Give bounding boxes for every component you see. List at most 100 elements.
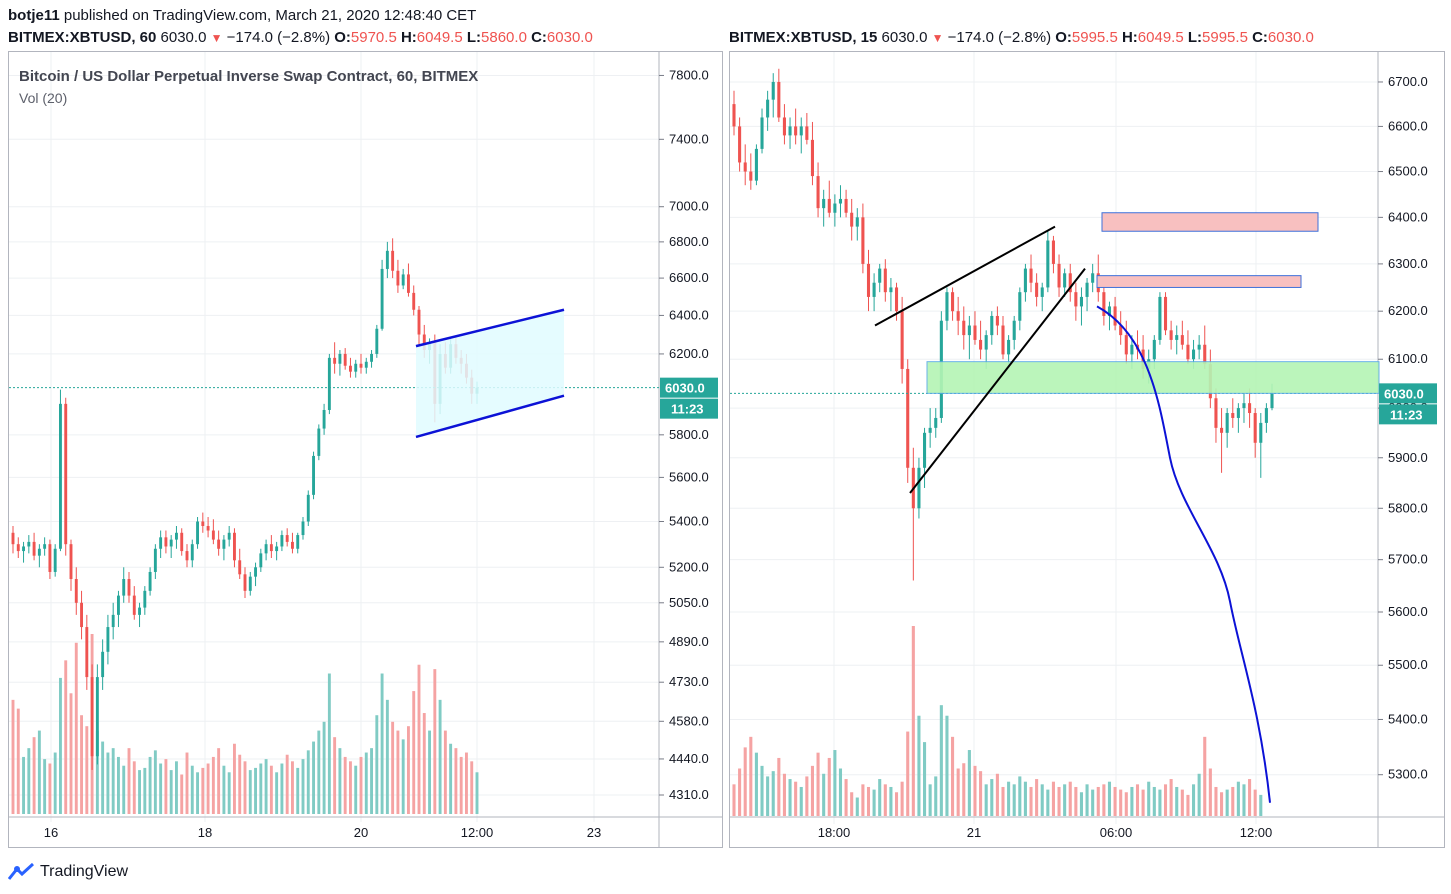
volume-bar: [380, 673, 384, 814]
channel-lower-line: [415, 394, 565, 439]
volume-bar: [59, 677, 62, 814]
candle-body: [973, 325, 977, 340]
candle-body: [117, 595, 120, 615]
price-tick-label: 6100.0: [1388, 351, 1428, 366]
price-tick-label: 7000.0: [669, 199, 709, 214]
candle-body: [422, 334, 426, 351]
volume-bar: [1113, 786, 1117, 816]
volume-bar: [196, 772, 199, 814]
volume-bar: [132, 761, 136, 814]
published-text: published on TradingView.com, March 21, …: [63, 7, 477, 24]
tradingview-brand: TradingView: [40, 863, 129, 880]
candle-body: [217, 539, 221, 549]
volume-bar: [443, 730, 447, 814]
price-tick-label: 6600.0: [669, 270, 709, 285]
volume-bar: [122, 765, 126, 814]
candle-body: [1113, 306, 1117, 326]
volume-bar: [928, 784, 932, 816]
chart-svg-15[interactable]: 6700.0 6600.0 6500.0 6400.0 6300.0 6200.0 6100…: [730, 52, 1444, 847]
candle-body: [122, 579, 126, 596]
candle-body: [844, 198, 848, 213]
volume-bar: [153, 750, 157, 814]
volume-bar: [201, 767, 205, 814]
candle-body: [1063, 273, 1067, 288]
volume-bar: [1063, 784, 1067, 816]
volume-bar: [169, 770, 173, 814]
price-tick-label: 5600.0: [1388, 604, 1428, 619]
volume-bar: [449, 743, 453, 814]
volume-bar: [777, 757, 781, 816]
candle-body: [296, 535, 300, 549]
candle-body: [1051, 240, 1055, 264]
volume-bar: [822, 773, 826, 816]
candle-body: [1264, 408, 1268, 423]
volume-bar: [296, 767, 300, 814]
volume-bar: [1096, 786, 1100, 816]
candle-body: [782, 117, 786, 136]
candle-body: [1091, 273, 1095, 283]
price-tick-label: 6400.0: [1388, 209, 1428, 224]
left-close: 6030.0: [546, 29, 593, 46]
volume-bar: [370, 748, 373, 814]
candle-body: [90, 677, 94, 757]
publisher-name[interactable]: botje11: [8, 7, 60, 24]
candle-body: [850, 212, 854, 227]
volume-bar: [322, 721, 326, 814]
price-tick-label: 5900.0: [1388, 450, 1428, 465]
volume-bar: [475, 772, 479, 814]
candle-body: [1231, 413, 1235, 418]
volume-bar: [16, 708, 20, 814]
candle-body: [1001, 325, 1005, 355]
candle-body: [364, 361, 368, 368]
volume-bar: [990, 779, 994, 816]
candle-body: [138, 607, 141, 615]
candle-body: [327, 357, 331, 410]
candle-body: [190, 544, 194, 561]
tradingview-footer[interactable]: TradingView: [8, 858, 128, 886]
volume-bar: [285, 754, 289, 814]
volume-bar: [1192, 784, 1196, 816]
volume-bar: [945, 715, 949, 816]
candle-body: [275, 546, 279, 552]
volume-bar: [243, 761, 247, 814]
chart-svg-60[interactable]: 7800.0 7400.0 7000.0 6800.0 6600.0 6400.0 6200…: [9, 52, 722, 847]
candle-body: [243, 574, 247, 591]
volume-bar: [175, 761, 178, 814]
candle-body: [872, 282, 876, 297]
resistance-zone-upper: [1101, 212, 1319, 232]
volume-bar: [984, 784, 988, 816]
volume-bar: [1035, 779, 1039, 816]
candle-body: [1074, 292, 1078, 307]
volume-bar: [32, 737, 36, 814]
candle-body: [11, 532, 15, 545]
volume-bar: [1046, 789, 1050, 816]
volume-bar: [1186, 794, 1190, 816]
candle-body: [928, 427, 932, 433]
volume-bar: [743, 747, 747, 816]
volume-bar: [1141, 789, 1145, 816]
candle-body: [1012, 320, 1016, 340]
volume-bar: [227, 772, 231, 814]
volume-bar: [312, 741, 315, 814]
candle-body: [1169, 330, 1173, 340]
price-tick-label: 7800.0: [669, 67, 709, 82]
volume-bar: [1152, 786, 1156, 816]
chart-panel-15[interactable]: 6700.0 6600.0 6500.0 6400.0 6300.0 6200.0 6100…: [729, 51, 1445, 848]
candle-body: [754, 148, 758, 181]
candle-body: [43, 544, 47, 549]
right-c-label: C:: [1252, 29, 1268, 46]
candle-body: [85, 627, 89, 678]
chart-panel-60[interactable]: 7800.0 7400.0 7000.0 6800.0 6600.0 6400.0 6200…: [8, 51, 723, 848]
right-last: 6030.0: [881, 29, 928, 46]
candle-body: [749, 171, 753, 181]
volume-bar: [1102, 784, 1106, 816]
candle-body: [1197, 344, 1201, 350]
candle-body: [211, 530, 215, 540]
candle-body: [934, 417, 938, 428]
volume-bar: [1169, 779, 1173, 816]
volume-bar: [833, 750, 837, 816]
volume-bar: [364, 752, 368, 814]
volume-bar: [254, 767, 257, 814]
volume-bar: [894, 792, 899, 816]
candle-body: [64, 403, 68, 545]
